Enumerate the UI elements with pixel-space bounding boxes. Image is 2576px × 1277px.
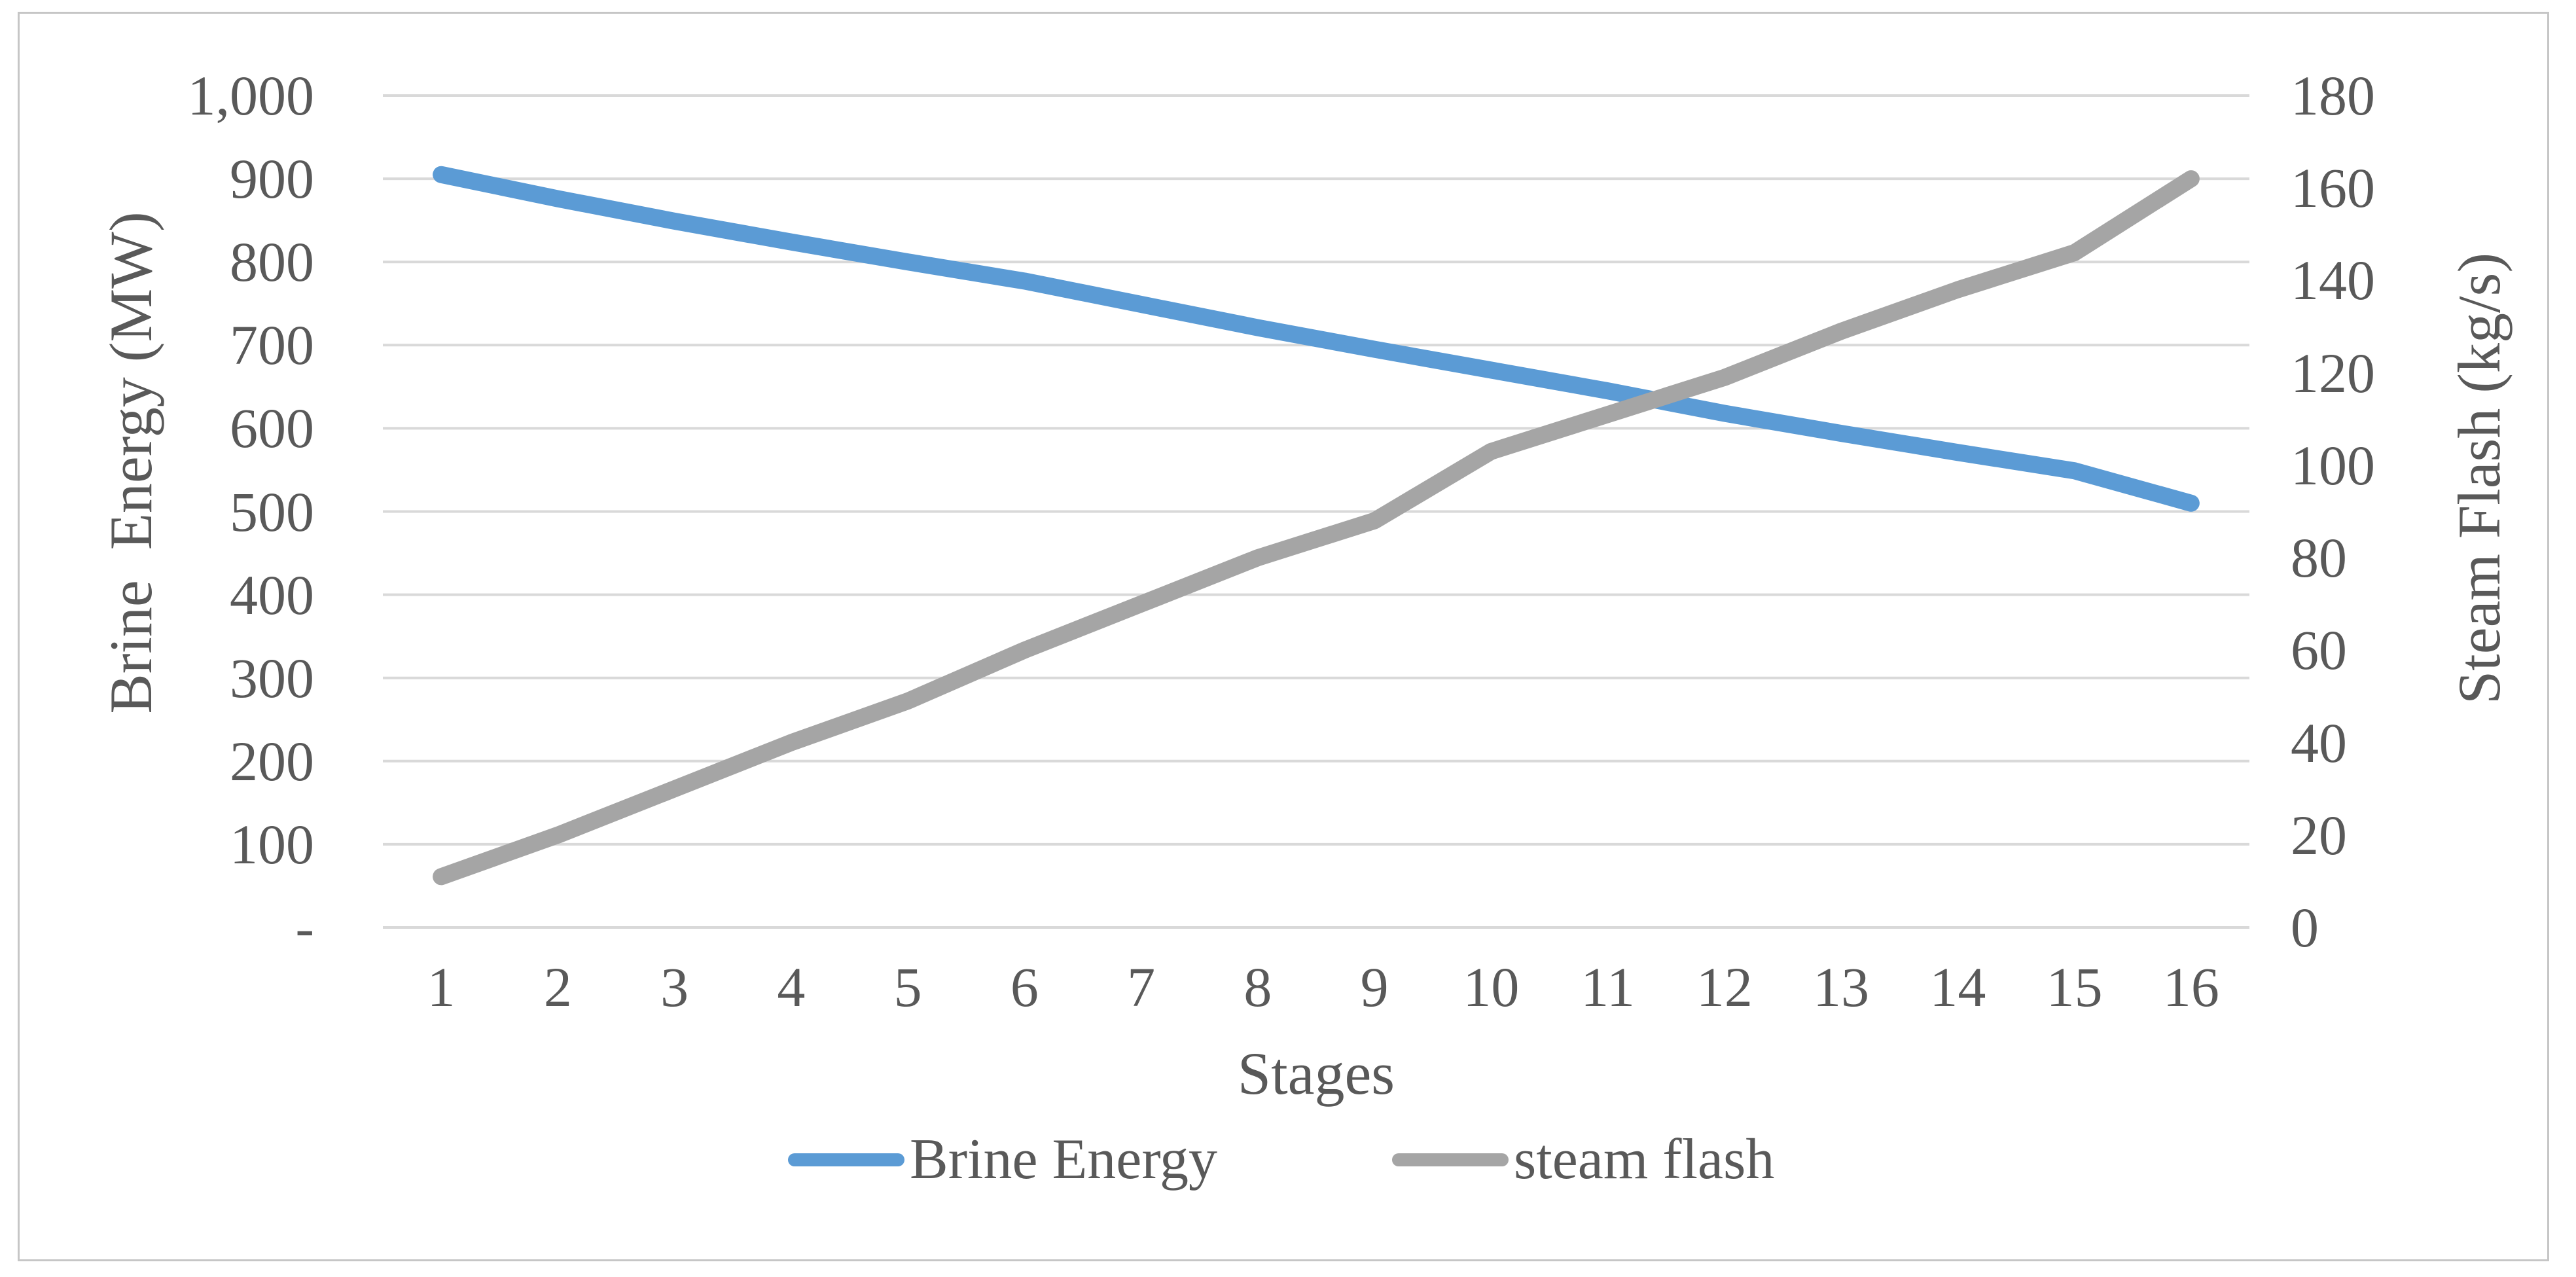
x-tick-label: 12 <box>1696 956 1753 1018</box>
x-tick-label: 10 <box>1463 956 1520 1018</box>
y-left-tick-label: 1,000 <box>187 64 315 127</box>
y-right-tick-label: 40 <box>2291 711 2347 774</box>
y-right-tick-label: 140 <box>2291 249 2375 312</box>
y-left-tick-label: 400 <box>230 563 314 626</box>
legend-label-brine-energy: Brine Energy <box>910 1128 1218 1191</box>
y-left-tick-label: - <box>295 896 314 959</box>
x-axis-title: Stages <box>1237 1040 1395 1107</box>
legend-marker-brine-energy-line <box>788 1153 904 1166</box>
x-tick-label: 1 <box>427 956 456 1018</box>
x-tick-label: 4 <box>777 956 806 1018</box>
y-right-tick-label: 0 <box>2291 896 2319 959</box>
x-tick-label: 6 <box>1010 956 1039 1018</box>
series-line-brine-energy <box>433 166 2200 512</box>
x-tick-label: 14 <box>1929 956 1986 1018</box>
series-line-steam-flash <box>433 170 2200 886</box>
gridlines <box>383 94 2249 929</box>
y-axis-right-title: Steam Flash (kg/s) <box>2446 253 2513 704</box>
y-left-tick-label: 100 <box>230 812 314 876</box>
y-left-tick-label: 200 <box>230 729 314 793</box>
y-left-tick-label: 300 <box>230 646 314 710</box>
y-right-tick-label: 160 <box>2291 156 2375 220</box>
x-tick-label: 8 <box>1243 956 1272 1018</box>
y-left-tick-label: 900 <box>230 147 314 211</box>
legend-marker-steam-flash-line <box>1392 1153 1509 1166</box>
x-tick-label: 2 <box>543 956 572 1018</box>
y-left-tick-label: 600 <box>230 397 314 460</box>
x-tick-label: 7 <box>1127 956 1156 1018</box>
y-right-tick-label: 60 <box>2291 619 2347 682</box>
legend-item-steam-flash: steam flash <box>1392 1127 1774 1193</box>
x-tick-label: 15 <box>2046 956 2103 1018</box>
y-axis-left-title: Brine Energy (MW) <box>98 211 164 714</box>
x-tick-label: 11 <box>1581 956 1636 1018</box>
y-left-tick-label: 800 <box>230 230 314 294</box>
y-left-tick-label: 700 <box>230 314 314 377</box>
y-left-tick-label: 500 <box>230 480 314 543</box>
x-tick-label: 16 <box>2162 956 2219 1018</box>
y-right-tick-label: 180 <box>2291 64 2375 127</box>
y-right-tick-label: 80 <box>2291 526 2347 590</box>
x-tick-label: 9 <box>1360 956 1389 1018</box>
y-right-tick-label: 20 <box>2291 803 2347 867</box>
y-right-tick-label: 100 <box>2291 433 2375 497</box>
x-tick-label: 13 <box>1813 956 1870 1018</box>
legend-item-brine-energy: Brine Energy <box>788 1127 1217 1193</box>
y-right-tick-label: 120 <box>2291 341 2375 405</box>
x-tick-label: 5 <box>893 956 922 1018</box>
legend-label-steam-flash: steam flash <box>1514 1128 1775 1191</box>
x-tick-label: 3 <box>660 956 689 1018</box>
